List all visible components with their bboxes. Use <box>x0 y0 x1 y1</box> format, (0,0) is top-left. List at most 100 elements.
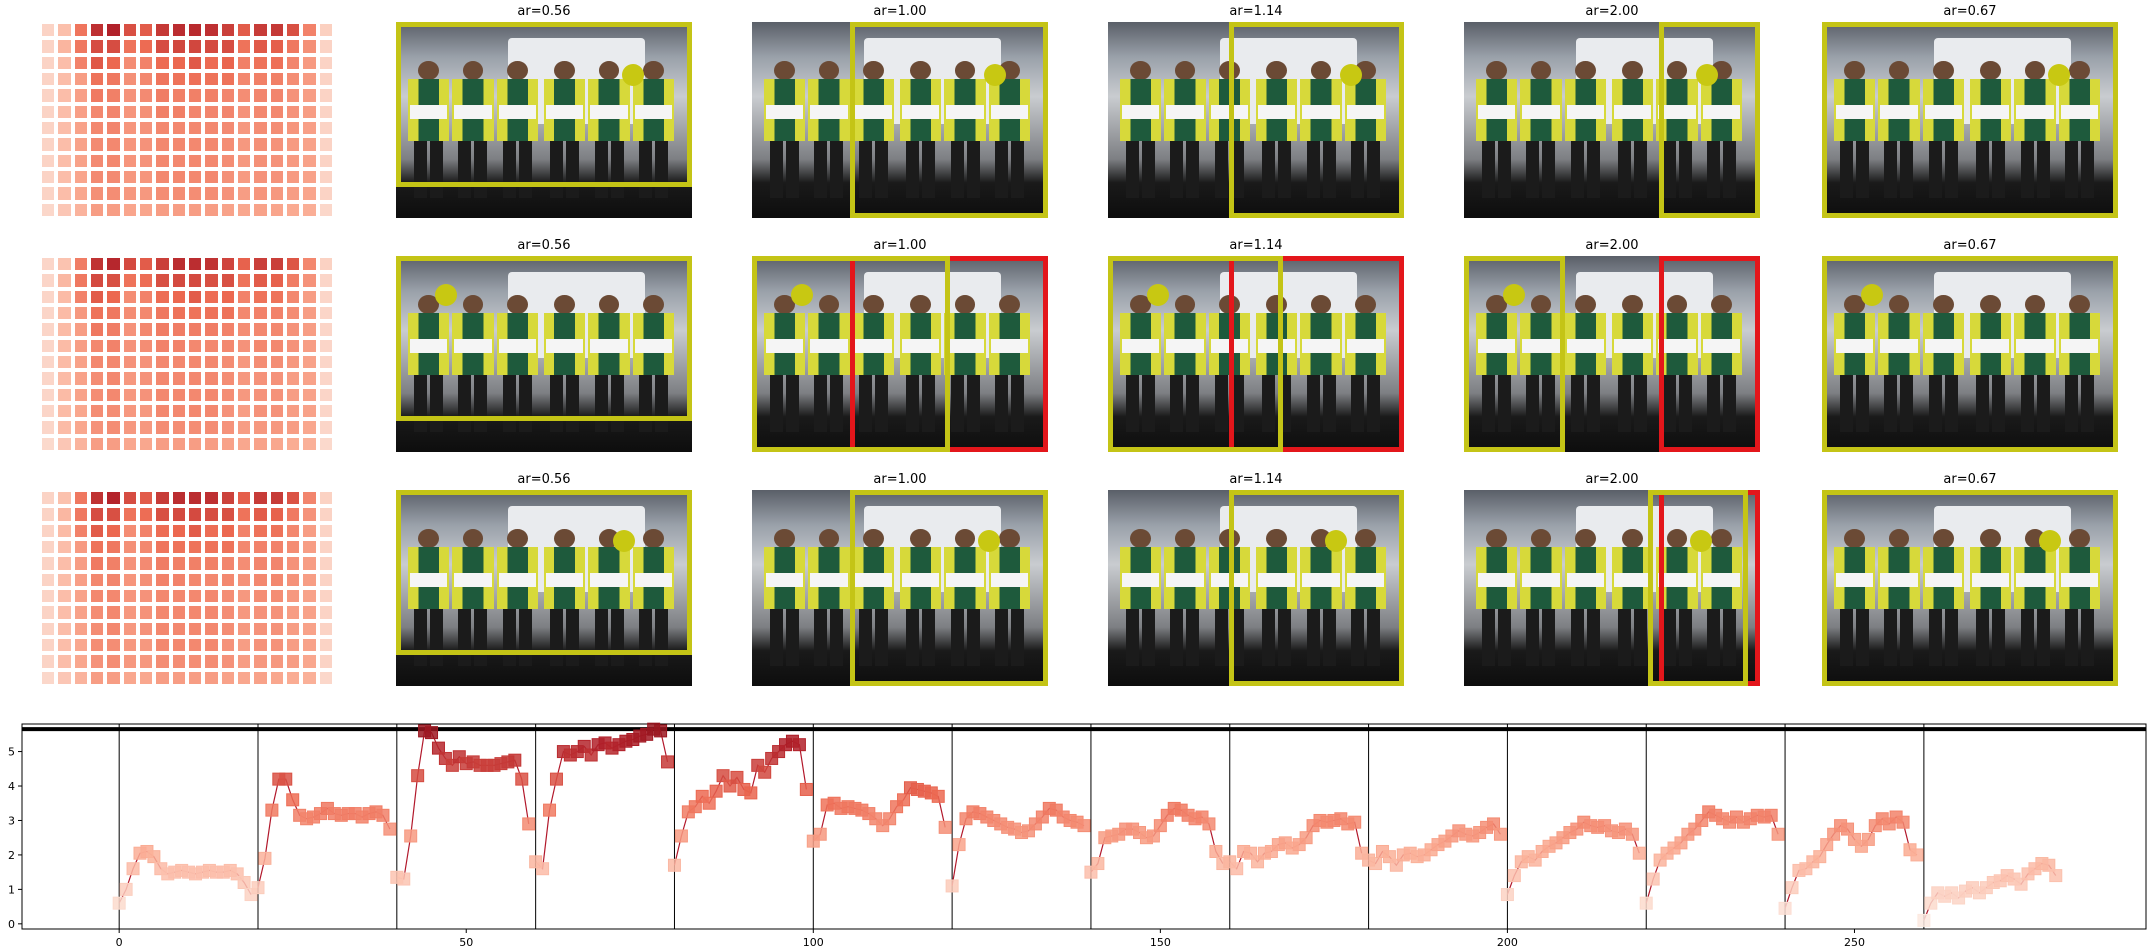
importance-heatmap <box>40 22 334 218</box>
heatmap-cell <box>303 606 316 619</box>
heatmap-cell <box>107 203 120 216</box>
y-tick-label: 5 <box>8 746 15 759</box>
heatmap-cell <box>303 73 316 86</box>
heatmap-cell <box>238 639 251 652</box>
heatmap-cell <box>205 388 218 401</box>
heatmap-cell <box>221 122 234 135</box>
photo-person <box>1119 61 1162 199</box>
heatmap-cell <box>270 24 283 37</box>
heatmap-cell <box>287 73 300 86</box>
heatmap-cell <box>221 258 234 271</box>
importance-heatmap <box>40 256 334 452</box>
heatmap-cell <box>287 356 300 369</box>
heatmap-cell <box>205 171 218 184</box>
photo-person <box>1344 529 1387 667</box>
photo-person <box>588 295 630 433</box>
heatmap-cell <box>287 388 300 401</box>
heatmap-cell <box>58 203 71 216</box>
yellow-crop-box <box>1822 490 2118 686</box>
heatmap-cell <box>140 56 153 69</box>
heatmap-cell <box>205 524 218 537</box>
panel-title: ar=1.00 <box>873 472 927 487</box>
heatmap-cell <box>270 89 283 102</box>
yellow-crop-box <box>752 256 951 452</box>
heatmap-cell <box>107 290 120 303</box>
heatmap-cell <box>205 622 218 635</box>
heatmap-cell <box>42 73 55 86</box>
photo-person <box>452 529 494 667</box>
heatmap-cell <box>91 671 104 684</box>
heatmap-cell <box>270 40 283 53</box>
data-point-marker <box>536 862 550 876</box>
data-point-marker <box>938 820 952 834</box>
heatmap-cell <box>156 154 169 167</box>
heatmap-cell <box>270 437 283 450</box>
heatmap-cell <box>107 437 120 450</box>
heatmap-cell <box>221 24 234 37</box>
heatmap-cell <box>189 388 202 401</box>
heatmap-cell <box>140 73 153 86</box>
photo-person <box>988 61 1031 199</box>
x-tick-label: 50 <box>459 936 473 949</box>
heatmap-cell <box>42 541 55 554</box>
heatmap-cell <box>254 171 267 184</box>
heatmap-cell <box>221 590 234 603</box>
heatmap-cell <box>74 437 87 450</box>
crop-preview-photo <box>1108 256 1404 452</box>
heatmap-cell <box>287 557 300 570</box>
heatmap-cell <box>123 508 136 521</box>
heatmap-cell <box>140 40 153 53</box>
data-point-marker <box>1841 822 1855 836</box>
heatmap-cell <box>238 622 251 635</box>
heatmap-cell <box>140 290 153 303</box>
heatmap-cell <box>303 258 316 271</box>
heatmap-cell <box>91 437 104 450</box>
heatmap-cell <box>91 655 104 668</box>
heatmap-cell <box>238 323 251 336</box>
heatmap-cell <box>287 437 300 450</box>
data-point-marker <box>1813 850 1827 864</box>
heatmap-cell <box>107 105 120 118</box>
heatmap-cell <box>254 40 267 53</box>
heatmap-cell <box>42 622 55 635</box>
data-point-marker <box>952 838 966 852</box>
heatmap-cell <box>107 492 120 505</box>
heatmap-cell <box>91 73 104 86</box>
heatmap-cell <box>205 56 218 69</box>
data-point-marker <box>1487 817 1501 831</box>
heatmap-cell <box>107 258 120 271</box>
photo-person <box>1564 61 1607 199</box>
data-point-marker <box>237 875 251 889</box>
heatmap-cell <box>319 557 332 570</box>
heatmap-cell <box>205 307 218 320</box>
heatmap-cell <box>238 541 251 554</box>
heatmap-cell <box>140 557 153 570</box>
data-point-marker <box>397 872 411 886</box>
heatmap-cell <box>172 421 185 434</box>
heatmap-cell <box>156 590 169 603</box>
heatmap-cell <box>221 56 234 69</box>
heatmap-cell <box>123 171 136 184</box>
heatmap-cell <box>287 671 300 684</box>
data-point-marker <box>543 803 557 817</box>
data-point-marker <box>1646 872 1660 886</box>
heatmap-cell <box>287 138 300 151</box>
data-point-marker <box>383 822 397 836</box>
yellow-crop-box <box>1822 256 2118 452</box>
heatmap-cell <box>156 405 169 418</box>
heatmap-cell <box>254 307 267 320</box>
heatmap-cell <box>140 388 153 401</box>
data-point-marker <box>1764 808 1778 822</box>
heatmap-cell <box>270 622 283 635</box>
heatmap-cell <box>319 323 332 336</box>
heatmap-cell <box>91 372 104 385</box>
heatmap-cell <box>156 421 169 434</box>
data-point-marker <box>147 850 161 864</box>
photo-person <box>1700 529 1743 667</box>
heatmap-cell <box>287 622 300 635</box>
heatmap-cell <box>140 105 153 118</box>
photo-person <box>900 61 942 199</box>
heatmap-cell <box>156 89 169 102</box>
heatmap-cell <box>140 138 153 151</box>
heatmap-cell <box>140 372 153 385</box>
